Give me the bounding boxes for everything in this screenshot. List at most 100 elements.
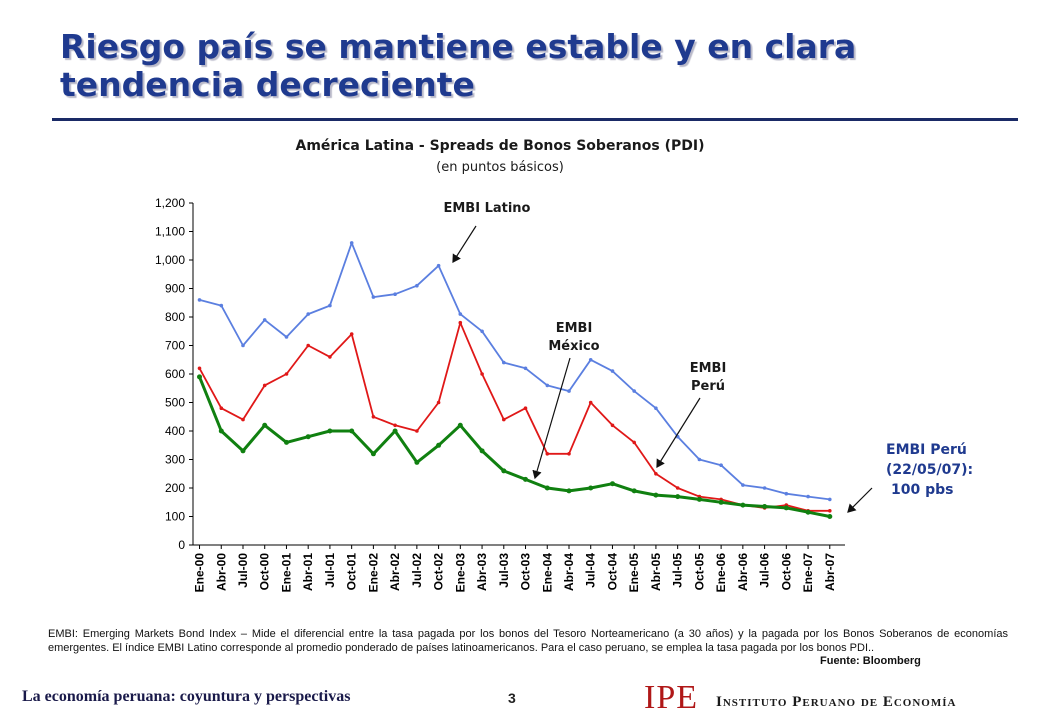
data-point xyxy=(654,406,658,411)
title-divider xyxy=(52,118,1018,121)
data-point xyxy=(783,505,789,511)
spreads-chart: 0 100 200 300 400 500 600 700 800 900 1,000 1,100 1,… xyxy=(155,196,973,593)
data-point xyxy=(828,509,832,513)
data-point xyxy=(328,303,332,308)
data-point xyxy=(327,428,333,434)
data-point xyxy=(653,492,659,498)
data-point xyxy=(480,329,484,334)
data-point xyxy=(523,476,528,482)
data-point xyxy=(610,481,615,487)
x-tick-label: Abr-02 xyxy=(388,553,402,591)
x-tick-label: Jul-05 xyxy=(671,553,685,588)
chart-source: Fuente: Bloomberg xyxy=(820,655,921,667)
data-point xyxy=(784,491,789,496)
data-point xyxy=(545,383,550,388)
data-point xyxy=(371,295,376,299)
x-tick-label: Ene-02 xyxy=(366,553,380,593)
data-point xyxy=(436,400,441,405)
y-tick-label: 200 xyxy=(165,481,185,495)
x-tick-label: Ene-04 xyxy=(540,553,554,593)
annotation-peru-last-1: EMBI Perú xyxy=(886,442,967,458)
chart-subtitle: (en puntos básicos) xyxy=(436,160,564,175)
annotations: EMBI Latino EMBI México EMBI Perú EMBI P… xyxy=(443,201,973,513)
data-point xyxy=(567,389,571,393)
x-tick-label: Oct-05 xyxy=(692,553,706,591)
data-point xyxy=(762,504,768,509)
data-point xyxy=(262,422,268,428)
y-tick-label: 700 xyxy=(165,339,185,353)
data-point xyxy=(480,372,484,376)
x-axis: Ene-00 Abr-00 Jul-00 Oct-00 Ene-01 Abr-01 Jul-… xyxy=(193,544,845,593)
annotation-embi-peru-1: EMBI xyxy=(690,361,727,376)
data-point xyxy=(805,509,811,515)
data-point xyxy=(349,332,354,336)
y-tick-label: 400 xyxy=(165,424,185,438)
x-tick-label: Ene-00 xyxy=(193,553,207,593)
annotation-embi-latino: EMBI Latino xyxy=(443,201,530,216)
page-number: 3 xyxy=(508,690,516,706)
data-point xyxy=(502,360,506,365)
x-tick-label: Abr-00 xyxy=(214,553,228,591)
data-point xyxy=(719,463,723,468)
annotation-embi-peru-2: Perú xyxy=(691,379,725,394)
x-tick-label: Ene-03 xyxy=(453,553,467,593)
annotation-peru-last-2: (22/05/07): xyxy=(886,462,973,478)
series-lines xyxy=(197,241,833,519)
y-tick-label: 500 xyxy=(165,396,185,410)
data-point xyxy=(827,514,833,519)
data-point xyxy=(370,451,376,457)
x-tick-label: Oct-03 xyxy=(519,553,533,591)
arrow-embi-mexico xyxy=(532,357,571,480)
data-point xyxy=(240,448,246,454)
data-point xyxy=(523,406,528,411)
data-point xyxy=(501,468,507,474)
data-point xyxy=(479,448,485,454)
data-point xyxy=(631,488,637,494)
data-point xyxy=(241,343,245,348)
x-tick-label: Abr-06 xyxy=(736,553,750,591)
data-point xyxy=(545,452,550,456)
data-point xyxy=(588,400,593,405)
data-point xyxy=(458,312,463,316)
x-tick-label: Abr-07 xyxy=(823,553,837,591)
x-tick-label: Jul-00 xyxy=(236,553,250,588)
y-axis: 0 100 200 300 400 500 600 700 800 900 1,000 1,100 1,… xyxy=(155,196,194,552)
chart-footnote: EMBI: Emerging Markets Bond Index – Mide… xyxy=(48,628,1008,654)
data-point xyxy=(306,343,311,348)
ipe-logo: IPE Instituto Peruano de Economía xyxy=(636,680,1036,716)
data-point xyxy=(632,440,636,445)
slide-title: Riesgo país se mantiene estable y en cla… xyxy=(60,27,857,104)
y-tick-label: 0 xyxy=(178,538,185,552)
annotation-embi-mexico-1: EMBI xyxy=(556,321,593,336)
x-tick-label: Jul-03 xyxy=(497,553,511,588)
x-tick-label: Oct-02 xyxy=(432,553,446,591)
x-tick-label: Jul-04 xyxy=(584,553,598,588)
data-point xyxy=(741,483,745,487)
data-point xyxy=(197,366,202,371)
data-point xyxy=(393,423,397,428)
data-point xyxy=(740,502,746,508)
data-point xyxy=(371,415,376,419)
annotation-embi-mexico-2: México xyxy=(548,339,599,354)
logo-mark: IPE xyxy=(644,679,698,716)
annotation-peru-last-3: 100 pbs xyxy=(891,482,953,498)
y-tick-label: 1,100 xyxy=(155,225,185,239)
data-point xyxy=(762,486,767,490)
y-tick-label: 300 xyxy=(165,453,185,467)
data-point xyxy=(241,417,245,422)
data-point xyxy=(696,496,702,502)
data-point xyxy=(567,452,571,456)
data-point xyxy=(675,494,681,500)
data-point xyxy=(219,303,224,308)
x-tick-label: Oct-00 xyxy=(258,553,272,591)
data-point xyxy=(284,372,289,376)
y-tick-label: 100 xyxy=(165,510,185,524)
data-point xyxy=(306,312,311,316)
data-point xyxy=(544,485,550,491)
data-point xyxy=(457,422,463,428)
data-point xyxy=(262,318,267,322)
data-point xyxy=(566,488,572,494)
data-point xyxy=(588,485,594,491)
data-point xyxy=(610,369,615,373)
data-point xyxy=(610,423,615,428)
